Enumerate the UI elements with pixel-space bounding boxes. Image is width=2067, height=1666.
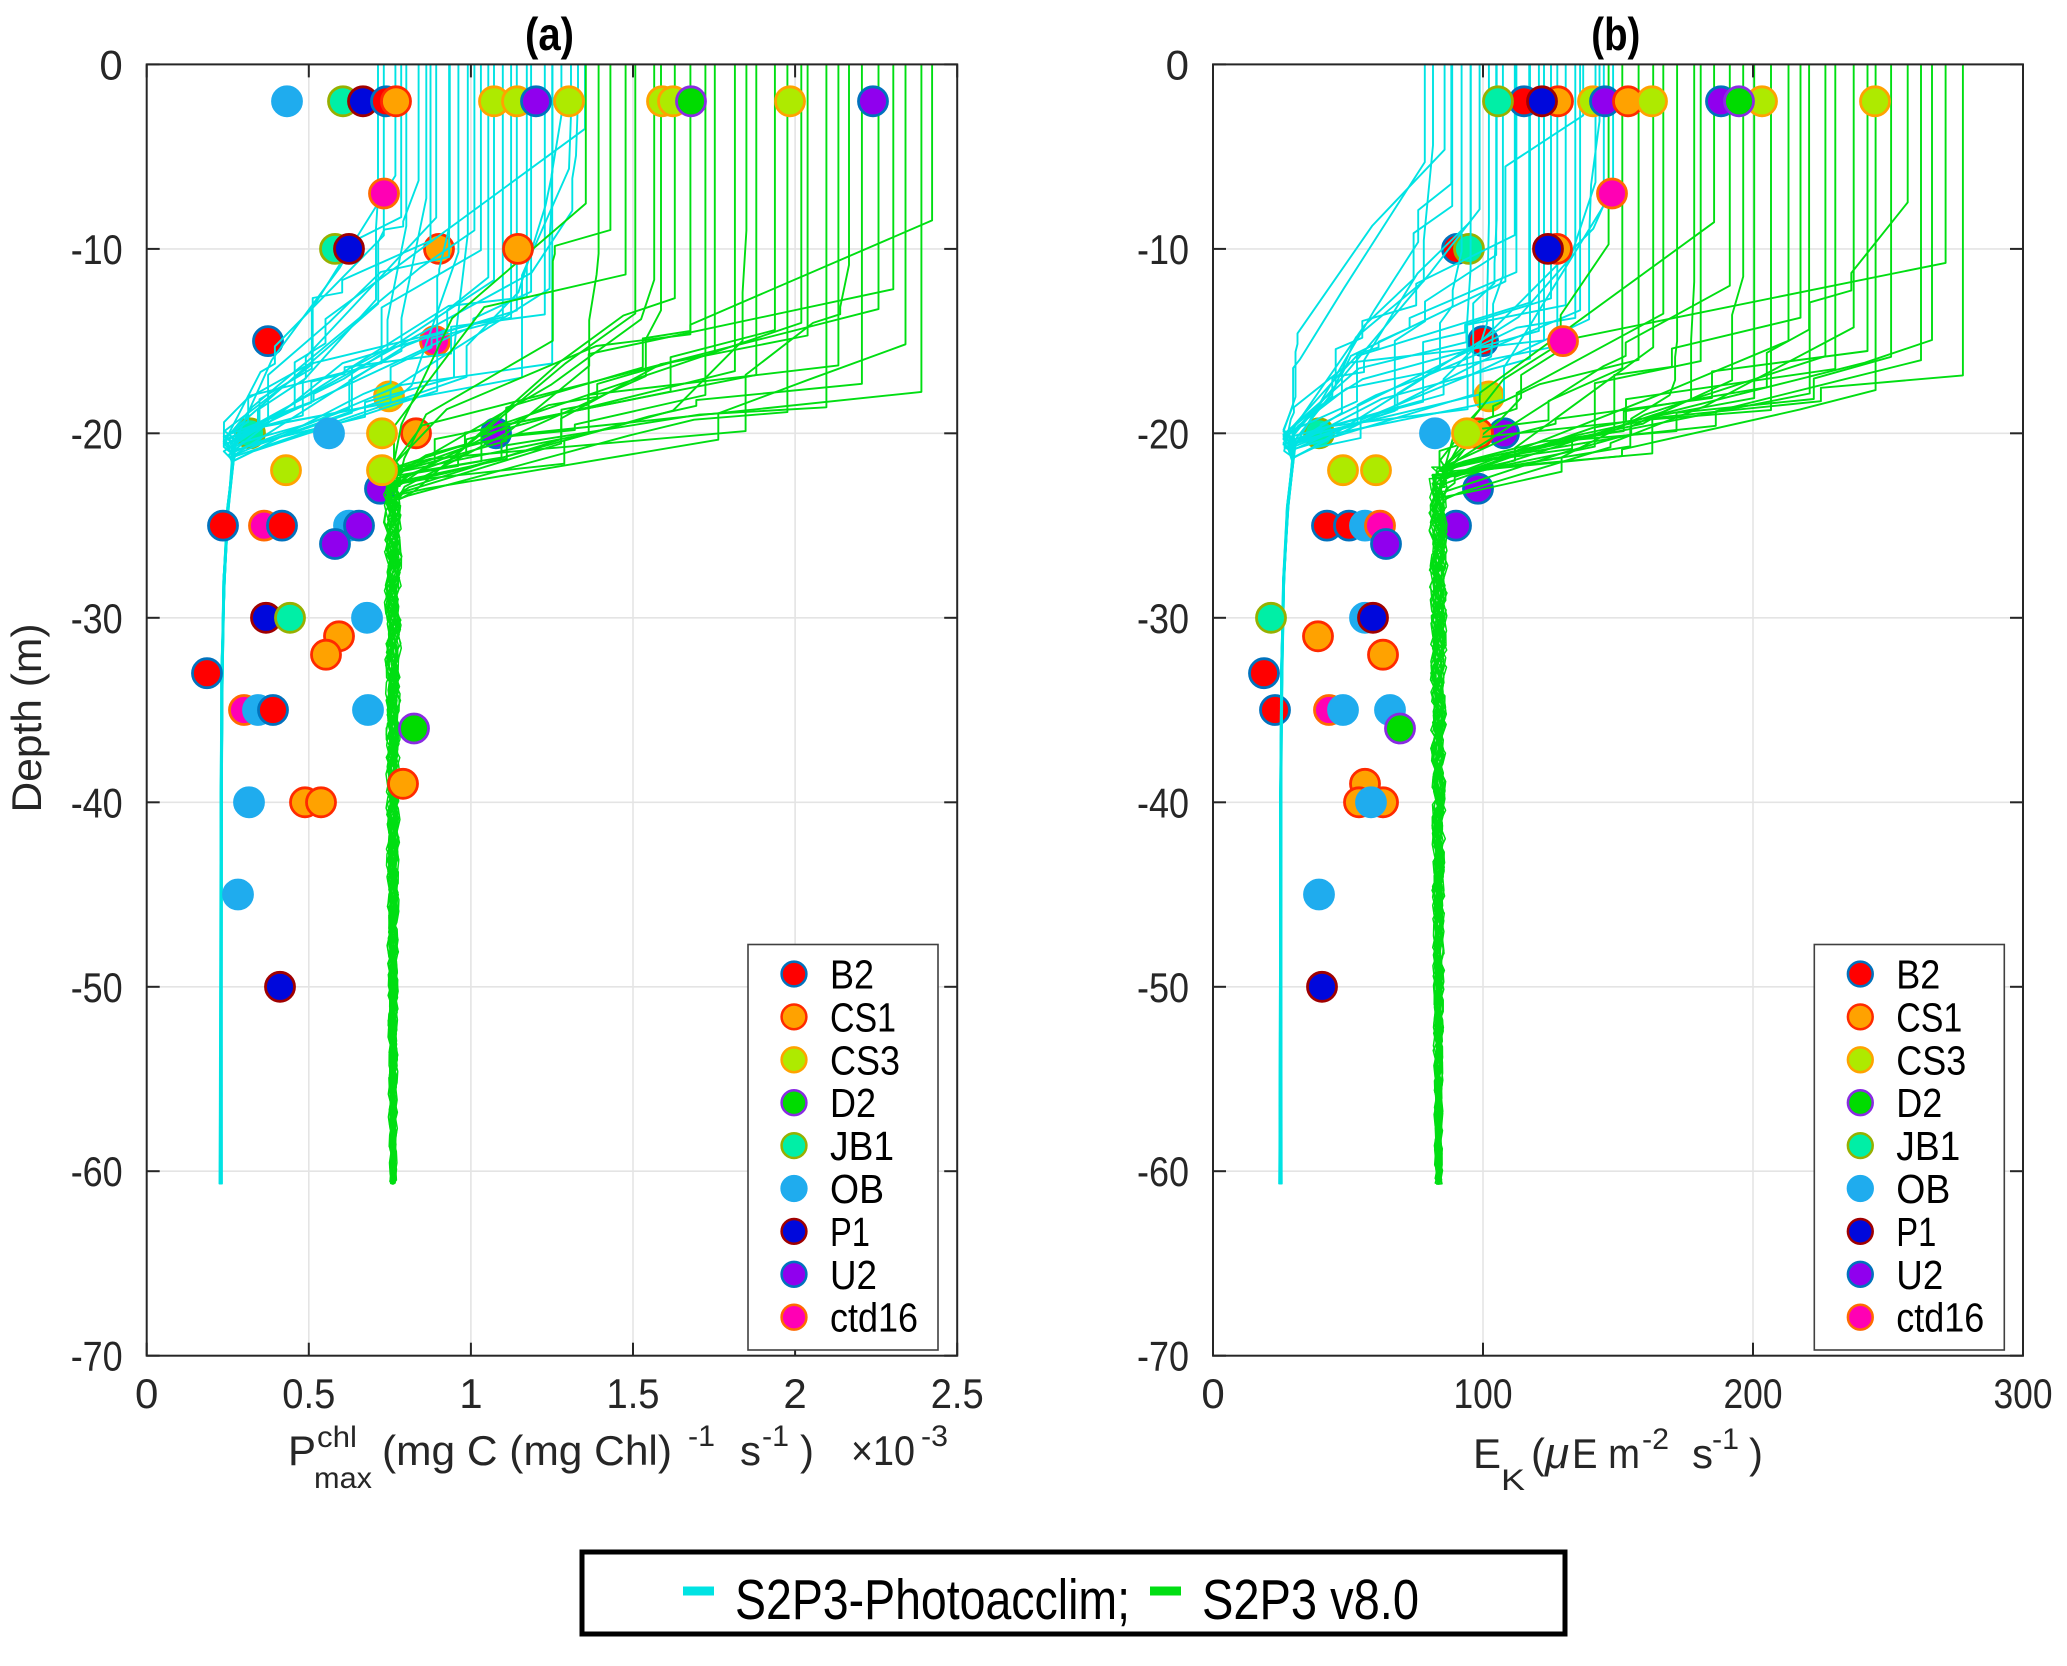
svg-text:2.5: 2.5 — [931, 1370, 984, 1417]
svg-text:2: 2 — [783, 1370, 806, 1417]
svg-text:-3: -3 — [921, 1420, 948, 1453]
svg-text:-1: -1 — [688, 1420, 715, 1453]
svg-text:-50: -50 — [1137, 964, 1189, 1011]
svg-text:0: 0 — [1166, 41, 1189, 88]
svg-text:CS1: CS1 — [830, 994, 896, 1040]
svg-text:0: 0 — [135, 1370, 158, 1417]
svg-text:×10: ×10 — [851, 1427, 915, 1474]
svg-text:CS3: CS3 — [830, 1037, 900, 1083]
svg-text:-2: -2 — [1642, 1423, 1669, 1456]
svg-text:OB: OB — [1896, 1166, 1950, 1212]
svg-text:200: 200 — [1724, 1370, 1783, 1417]
svg-text:100: 100 — [1454, 1370, 1513, 1417]
svg-text:s: s — [1692, 1430, 1713, 1477]
svg-text:E m: E m — [1572, 1430, 1640, 1477]
svg-text:B2: B2 — [830, 952, 874, 998]
svg-text:-1: -1 — [1712, 1423, 1739, 1456]
svg-text:P1: P1 — [1896, 1209, 1936, 1255]
svg-text:S2P3-Photoacclim;: S2P3-Photoacclim; — [735, 1568, 1130, 1632]
svg-text:ctd16: ctd16 — [1896, 1295, 1984, 1341]
svg-text:S2P3 v8.0: S2P3 v8.0 — [1202, 1568, 1419, 1632]
svg-text:-30: -30 — [71, 595, 123, 642]
svg-text:-10: -10 — [71, 226, 123, 273]
svg-text:E: E — [1473, 1430, 1501, 1477]
svg-text:-40: -40 — [71, 779, 123, 826]
svg-text:-50: -50 — [71, 964, 123, 1011]
svg-text:(a): (a) — [525, 8, 574, 60]
svg-text:(b): (b) — [1591, 8, 1640, 60]
svg-text:0: 0 — [99, 41, 122, 88]
svg-text:-30: -30 — [1137, 595, 1189, 642]
svg-text:-60: -60 — [1137, 1148, 1189, 1195]
svg-text:ctd16: ctd16 — [830, 1295, 918, 1341]
svg-text:0.5: 0.5 — [282, 1370, 335, 1417]
svg-text:-1: -1 — [762, 1420, 789, 1453]
svg-text:-10: -10 — [1137, 226, 1189, 273]
svg-text:-60: -60 — [71, 1148, 123, 1195]
svg-text:B2: B2 — [1896, 952, 1940, 998]
svg-text:1.5: 1.5 — [607, 1370, 660, 1417]
svg-text:JB1: JB1 — [1896, 1123, 1960, 1169]
svg-text:(: ( — [1531, 1430, 1545, 1477]
svg-text:chl: chl — [317, 1421, 357, 1454]
svg-text:D2: D2 — [1896, 1080, 1942, 1126]
svg-text:μ: μ — [1544, 1429, 1569, 1478]
svg-text:U2: U2 — [1896, 1252, 1943, 1298]
svg-text:-70: -70 — [1137, 1333, 1189, 1380]
svg-text:): ) — [800, 1427, 814, 1474]
svg-text:1: 1 — [459, 1370, 482, 1417]
svg-text:max: max — [314, 1462, 372, 1495]
svg-text:): ) — [1749, 1430, 1763, 1477]
svg-text:-70: -70 — [71, 1333, 123, 1380]
svg-text:CS3: CS3 — [1896, 1037, 1966, 1083]
svg-text:CS1: CS1 — [1896, 994, 1962, 1040]
svg-text:P: P — [288, 1427, 316, 1474]
svg-text:U2: U2 — [830, 1252, 877, 1298]
svg-text:300: 300 — [1994, 1370, 2053, 1417]
svg-text:0: 0 — [1201, 1370, 1224, 1417]
svg-text:Depth (m): Depth (m) — [3, 624, 50, 813]
svg-text:(mg C (mg Chl): (mg C (mg Chl) — [382, 1427, 672, 1474]
svg-text:JB1: JB1 — [830, 1123, 894, 1169]
svg-text:P1: P1 — [830, 1209, 870, 1255]
svg-text:D2: D2 — [830, 1080, 876, 1126]
svg-text:s: s — [740, 1427, 761, 1474]
svg-text:-40: -40 — [1137, 779, 1189, 826]
svg-text:OB: OB — [830, 1166, 884, 1212]
svg-text:-20: -20 — [1137, 410, 1189, 457]
svg-text:-20: -20 — [71, 410, 123, 457]
svg-text:K: K — [1501, 1464, 1525, 1497]
